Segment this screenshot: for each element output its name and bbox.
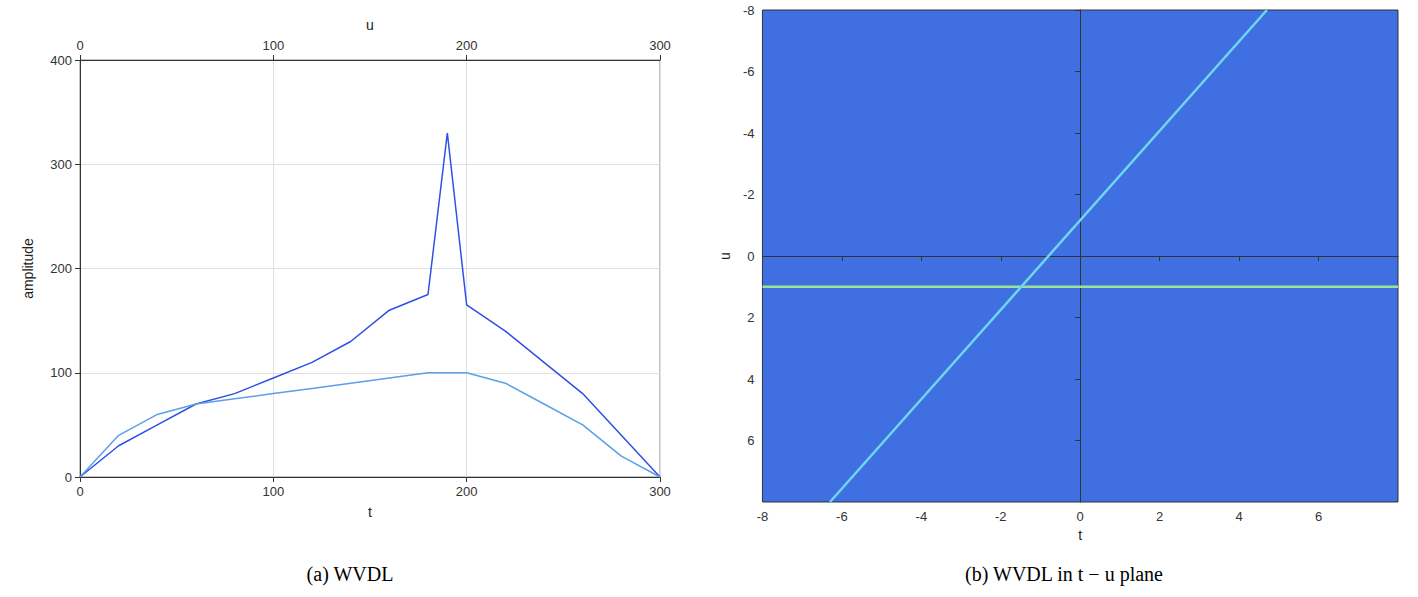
svg-text:0: 0 <box>76 38 83 53</box>
svg-text:200: 200 <box>50 261 72 276</box>
svg-text:4: 4 <box>1235 509 1242 524</box>
svg-text:200: 200 <box>456 484 478 499</box>
svg-text:100: 100 <box>262 38 284 53</box>
svg-text:200: 200 <box>456 38 478 53</box>
svg-text:-4: -4 <box>743 126 755 141</box>
svg-text:300: 300 <box>50 157 72 172</box>
svg-text:0: 0 <box>65 470 72 485</box>
svg-text:-2: -2 <box>995 509 1007 524</box>
svg-text:400: 400 <box>50 53 72 68</box>
svg-text:2: 2 <box>747 310 754 325</box>
svg-text:-6: -6 <box>743 64 755 79</box>
svg-text:-6: -6 <box>836 509 848 524</box>
svg-text:100: 100 <box>50 365 72 380</box>
svg-text:300: 300 <box>649 484 671 499</box>
svg-text:amplitude: amplitude <box>20 238 36 299</box>
svg-text:4: 4 <box>747 372 754 387</box>
svg-text:300: 300 <box>649 38 671 53</box>
svg-text:-8: -8 <box>743 3 755 18</box>
svg-text:0: 0 <box>76 484 83 499</box>
svg-text:-8: -8 <box>757 509 769 524</box>
svg-text:6: 6 <box>1315 509 1322 524</box>
svg-text:t: t <box>1078 527 1082 543</box>
svg-text:(b) WVDL in t − u plane: (b) WVDL in t − u plane <box>965 563 1163 586</box>
svg-text:0: 0 <box>1077 509 1084 524</box>
svg-text:t: t <box>368 504 372 520</box>
svg-text:(a) WVDL: (a) WVDL <box>307 563 394 586</box>
svg-text:u: u <box>366 17 374 33</box>
svg-text:2: 2 <box>1156 509 1163 524</box>
svg-text:0: 0 <box>747 249 754 264</box>
svg-text:-2: -2 <box>743 187 755 202</box>
svg-text:u: u <box>717 252 733 260</box>
svg-text:6: 6 <box>747 433 754 448</box>
svg-text:100: 100 <box>262 484 284 499</box>
svg-text:-4: -4 <box>916 509 928 524</box>
